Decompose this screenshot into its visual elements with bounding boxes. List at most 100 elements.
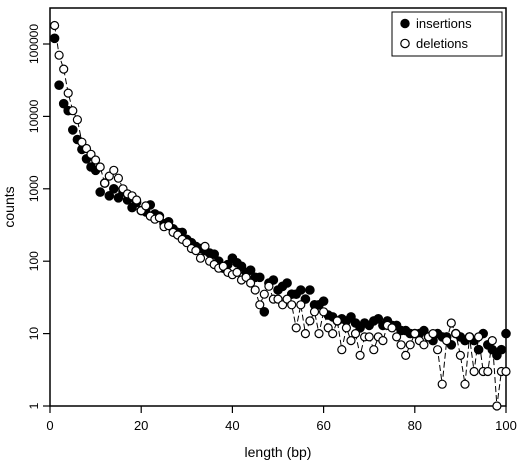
deletions-point: [113, 173, 124, 183]
deletions-point: [182, 238, 192, 248]
insertions-point: [49, 33, 60, 44]
deletions-point: [378, 336, 388, 346]
legend-box: [391, 11, 503, 57]
deletions-point: [49, 20, 60, 31]
deletions-point: [337, 345, 347, 355]
deletions-point: [451, 329, 461, 339]
x-tick-label: 60: [316, 418, 330, 433]
deletions-point: [364, 332, 374, 342]
deletions-point: [314, 329, 324, 339]
x-axis-label: length (bp): [245, 444, 312, 460]
deletions-point: [100, 178, 110, 188]
deletions-point: [250, 285, 260, 295]
insertions-point: [473, 344, 484, 355]
insertions-point: [58, 98, 69, 109]
deletions-point: [442, 336, 452, 346]
insertions-point: [305, 285, 315, 295]
deletions-point: [164, 221, 174, 231]
insertions-point: [259, 307, 270, 317]
deletions-point: [433, 345, 443, 355]
deletions-point: [154, 213, 164, 223]
deletions-point: [54, 50, 64, 60]
deletions-point: [200, 241, 210, 251]
deletions-point: [141, 201, 151, 211]
insertions-point: [296, 285, 306, 295]
deletions-point: [287, 300, 297, 310]
deletions-point: [469, 366, 479, 377]
insertions-point: [282, 278, 292, 288]
deletions-point: [296, 300, 306, 310]
y-axis-label: counts: [1, 186, 17, 227]
x-tick-label: 20: [134, 418, 148, 433]
y-tick-label: 1000: [27, 175, 41, 202]
deletions-point: [300, 329, 310, 339]
y-tick-label: 1: [27, 402, 41, 409]
deletions-point: [255, 300, 265, 310]
y-tick-label: 10000: [27, 99, 41, 133]
deletions-point: [264, 281, 274, 291]
insertions-point: [496, 344, 507, 355]
deletions-point: [319, 307, 329, 317]
insertions-point: [419, 325, 429, 336]
y-tick-label: 100: [27, 251, 41, 271]
legend-marker-deletions: [400, 38, 410, 49]
y-axis: 1 10 100 1000 10000 100000: [27, 24, 50, 409]
deletions-point: [72, 115, 83, 125]
deletions-point: [68, 106, 78, 116]
insertions-point: [54, 80, 64, 90]
x-tick-label: 80: [408, 418, 422, 433]
legend: insertions deletions: [391, 11, 503, 57]
deletions-point: [346, 336, 356, 346]
deletions-point: [401, 350, 411, 360]
deletions-point: [191, 246, 201, 256]
deletions-point: [487, 336, 497, 346]
deletions-point: [109, 165, 119, 175]
deletions-point: [369, 345, 379, 355]
deletions-point: [396, 340, 406, 350]
deletions-point: [341, 323, 351, 333]
deletions-point: [232, 267, 242, 277]
deletions-point: [195, 253, 206, 263]
deletions-point: [392, 332, 402, 342]
legend-label-deletions: deletions: [416, 36, 469, 51]
deletions-point: [460, 379, 470, 389]
y-tick-label: 10: [27, 327, 41, 341]
x-tick-label: 100: [495, 418, 517, 433]
x-tick-label: 40: [225, 418, 239, 433]
deletions-point: [328, 329, 338, 339]
deletions-point: [437, 379, 447, 389]
deletions-point: [246, 278, 256, 288]
deletions-point: [387, 323, 397, 333]
insertions-point: [104, 191, 115, 201]
insertions-point: [209, 249, 219, 259]
deletions-point: [405, 340, 415, 350]
deletions-point: [446, 318, 456, 328]
deletions-point: [95, 162, 105, 172]
deletions-point: [218, 261, 228, 271]
deletions-point: [291, 323, 301, 333]
series-deletions: [49, 20, 511, 411]
deletions-point: [474, 332, 484, 342]
deletions-point: [77, 137, 87, 147]
insertions-point: [245, 265, 256, 276]
deletions-point: [464, 332, 475, 342]
deletions-point: [419, 340, 429, 350]
deletions-point: [355, 350, 365, 360]
y-tick-label: 100000: [27, 24, 41, 64]
insertions-point: [318, 296, 329, 307]
deletions-point: [483, 366, 493, 377]
deletions-point: [410, 329, 420, 339]
series-insertions: [49, 33, 511, 361]
deletions-point: [428, 329, 438, 339]
deletions-point: [350, 329, 361, 339]
deletions-point: [259, 289, 269, 299]
insertions-point: [254, 272, 265, 283]
insertions-point: [373, 314, 384, 324]
deletions-point: [492, 401, 502, 411]
plot-frame: [49, 7, 507, 407]
deletions-point: [59, 64, 69, 74]
deletions-point: [501, 366, 511, 377]
x-axis: 0 20 40 60 80 100: [46, 406, 517, 433]
deletions-point: [332, 316, 342, 326]
